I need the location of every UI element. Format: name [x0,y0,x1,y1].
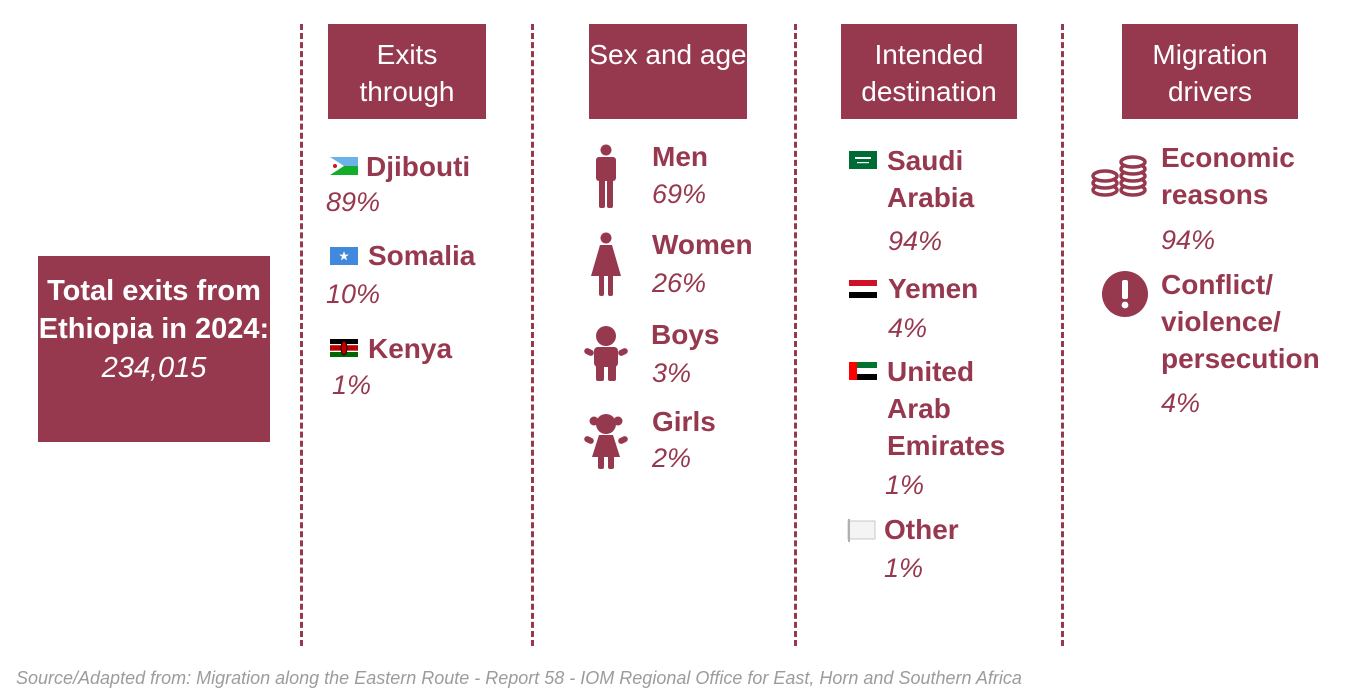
column-divider [1061,24,1064,646]
sex-age-label-women: Women [652,229,753,260]
sex-age-value-girls: 2% [652,443,692,473]
driver-label-conflict: Conflict/ violence/ persecution [1161,269,1320,374]
total-exits-box: Total exits from Ethiopia in 2024: 234,0… [38,256,270,442]
exit-value-djibouti: 89% [326,187,381,217]
exit-label-kenya: Kenya [368,333,453,364]
source-note: Source/Adapted from: Migration along the… [16,668,1022,688]
somalia-flag-icon [330,247,358,265]
destination-label-uae: United Arab Emirates [887,356,1006,461]
driver-value-economic: 94% [1161,225,1216,255]
uae-flag-icon [849,362,877,380]
yemen-flag-icon [849,280,877,298]
boy-icon [584,326,628,381]
sex-age-label-girls: Girls [652,406,716,437]
destination-label-other: Other [884,514,959,545]
kenya-flag-icon [330,339,358,357]
sex-age-value-men: 69% [652,179,707,209]
column-divider [531,24,534,646]
woman-icon [591,232,621,296]
saudi-flag-icon [849,151,877,169]
destination-label-saudi-arabia: Saudi Arabia [887,145,975,213]
header-sex-and-age: Sex and age [589,24,747,119]
destination-value-saudi-arabia: 94% [888,226,943,256]
destination-value-other: 1% [884,553,924,583]
girl-icon [584,414,628,469]
column-divider [300,24,303,646]
coins-icon [1091,155,1147,197]
sex-age-value-women: 26% [652,268,707,298]
destination-value-uae: 1% [885,470,925,500]
header-migration-drivers: Migration drivers [1122,24,1298,119]
sex-age-label-men: Men [652,141,708,172]
header-exits-through: Exits through [328,24,486,119]
header-intended-destination: Intended destination [841,24,1017,119]
sex-age-value-boys: 3% [652,358,692,388]
driver-label-economic: Economic reasons [1161,142,1295,210]
djibouti-flag-icon [330,157,358,175]
exit-value-kenya: 1% [332,370,372,400]
column-divider [794,24,797,646]
man-icon [596,144,616,208]
exit-label-djibouti: Djibouti [366,151,471,182]
destination-value-yemen: 4% [888,313,928,343]
total-exits-label: Total exits from Ethiopia in 2024: [38,275,270,345]
total-exits-value: 234,015 [101,352,207,384]
destination-label-yemen: Yemen [888,273,979,304]
exit-value-somalia: 10% [326,279,381,309]
white-flag-icon [847,519,876,542]
exclamation-icon [1102,271,1148,317]
driver-value-conflict: 4% [1161,388,1201,418]
exit-label-somalia: Somalia [368,240,476,271]
sex-age-label-boys: Boys [651,319,720,350]
